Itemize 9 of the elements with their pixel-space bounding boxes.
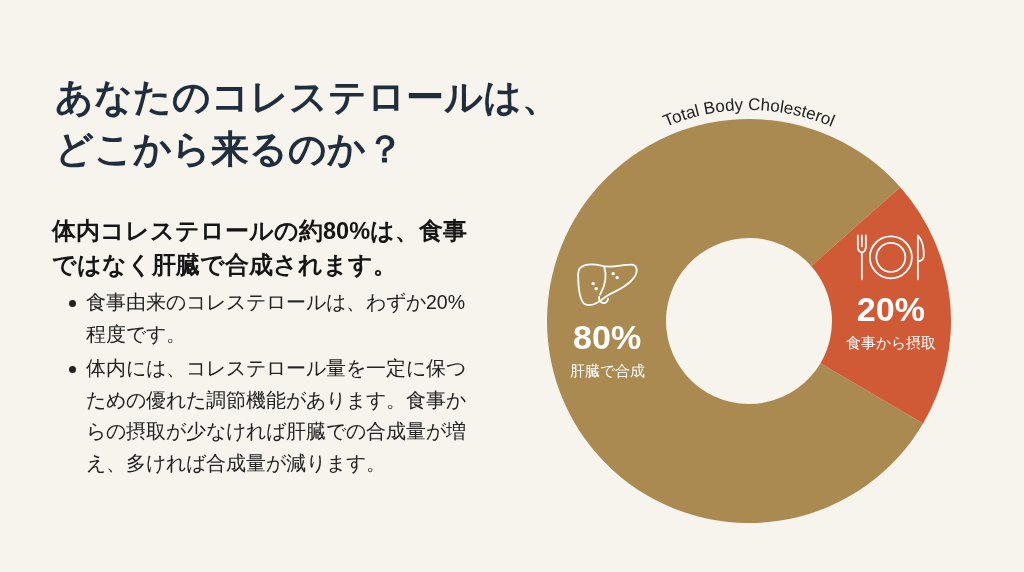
slice-label: 肝臓で合成	[569, 361, 645, 379]
text: 食事由来のコレステロールは、わずか20%程度です。	[86, 291, 466, 345]
chart-title: あなたのコレステロールは、どこから来るのか？	[55, 75, 561, 172]
slice-label: 食事から摂取	[845, 334, 936, 352]
data-label: 20%	[856, 290, 925, 329]
data-label: 80%	[573, 317, 642, 356]
text: 体内には、コレステロール量を一定に保つための優れた調節機能があります。食事からの摂取が少なければ肝臓での合成量が増え、多ければ合成量が減ります。	[86, 357, 466, 474]
donut-slice	[811, 187, 951, 424]
text: 体内コレステロールの約80%は、食事ではなく肝臓で合成されます。	[52, 217, 469, 280]
